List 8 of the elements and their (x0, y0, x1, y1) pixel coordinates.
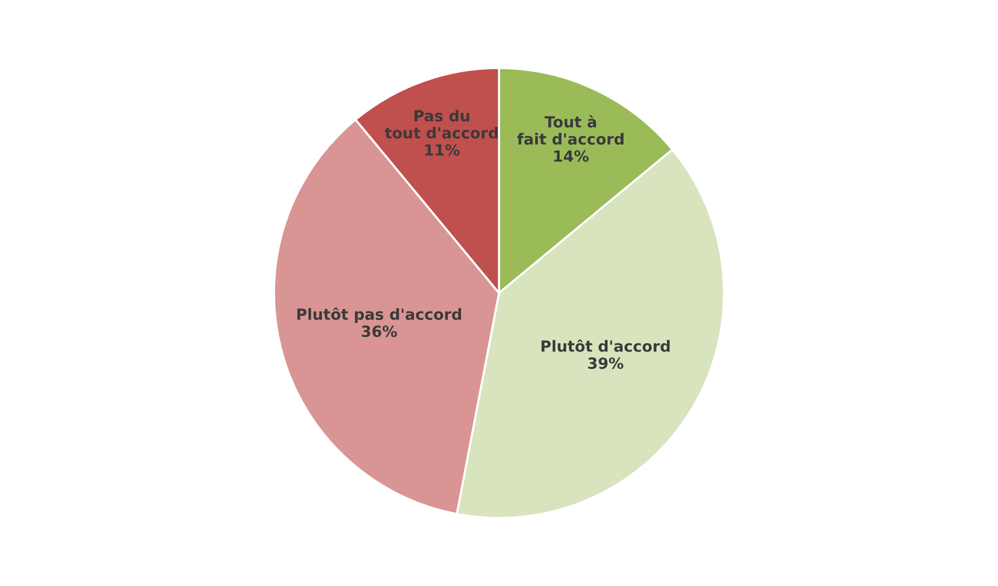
slice-label: Pas du tout d'accord (384, 110, 498, 139)
slice-label: Plutôt d'accord (542, 339, 670, 352)
slice-label: Tout à fait d'accord (517, 115, 624, 145)
data-label: 11% (425, 144, 460, 156)
data-label: 36% (362, 326, 397, 338)
slice-label: Plutôt pas d'accord (297, 308, 462, 323)
data-label: 14% (554, 150, 589, 162)
data-label: 39% (588, 357, 624, 369)
